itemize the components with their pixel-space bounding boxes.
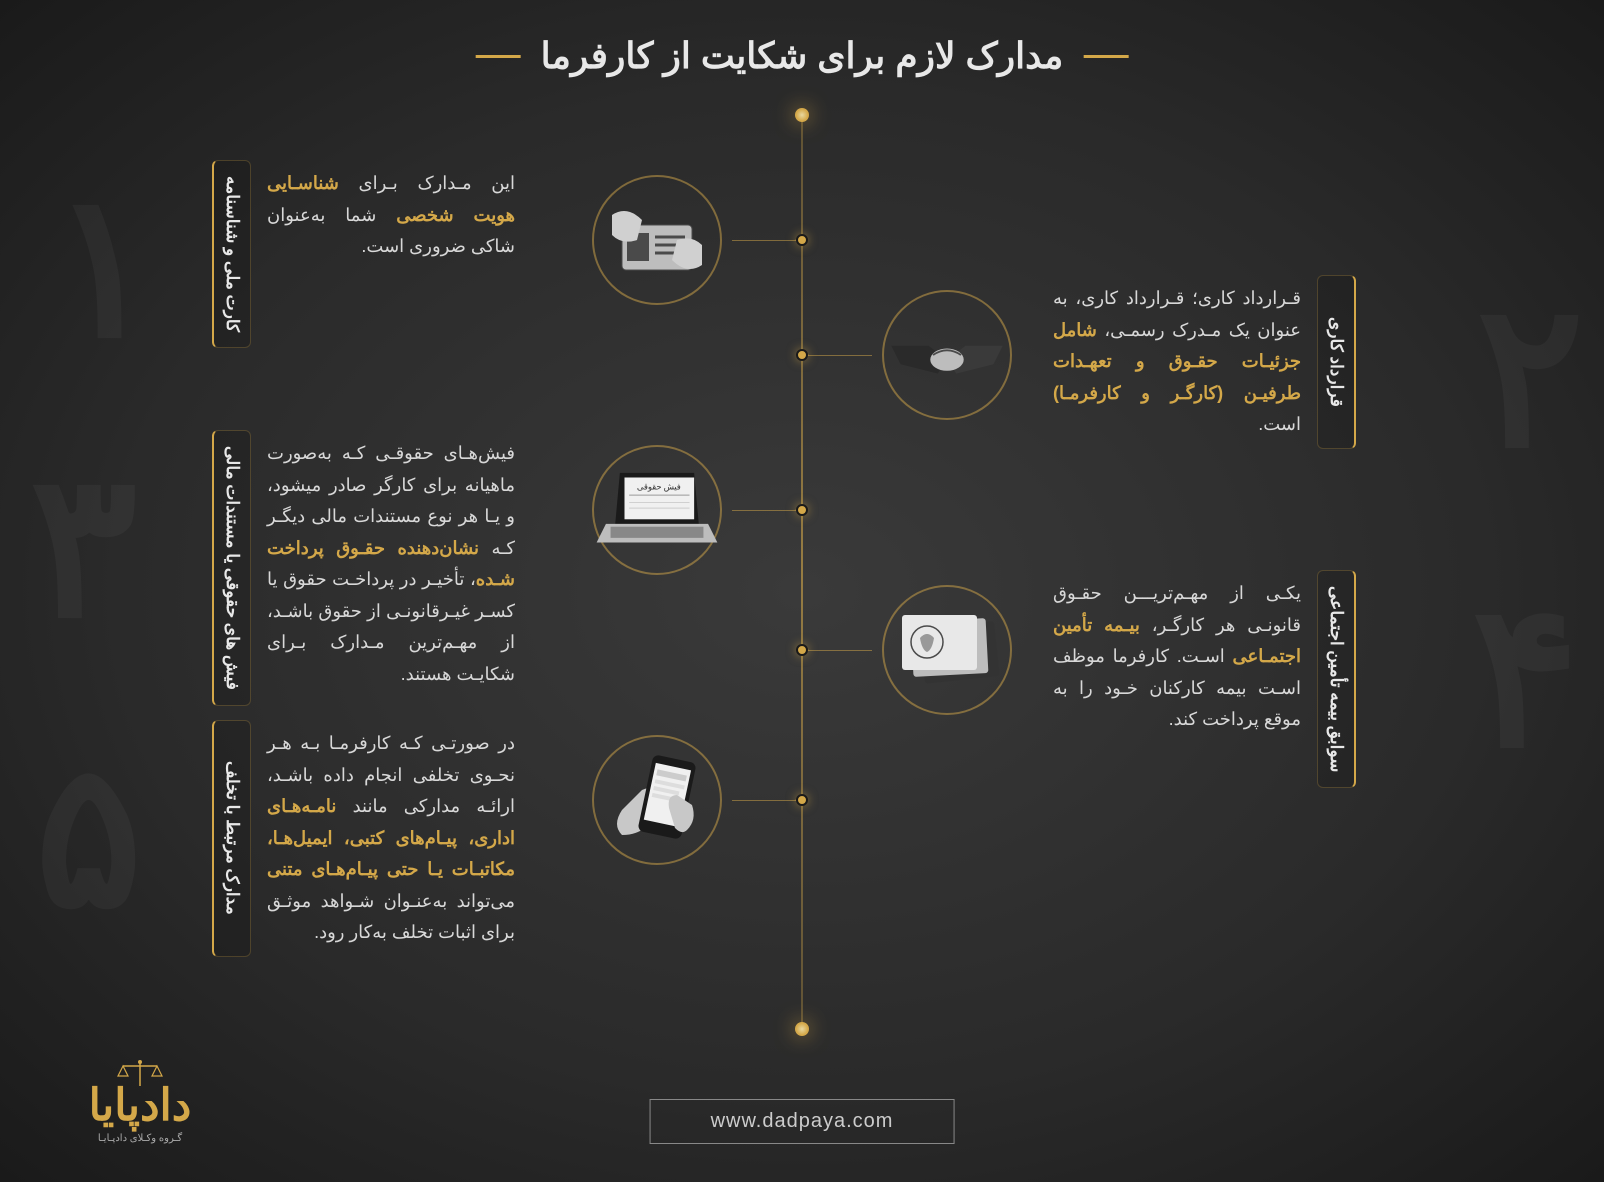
- item-label-2: قرارداد کاری: [1317, 275, 1356, 449]
- footer-url: www.dadpaya.com: [650, 1099, 955, 1144]
- timeline-bottom-cap: [795, 1022, 809, 1036]
- item-desc-2: قـرارداد کاری؛ قـرارداد کاری، به عنوان ی…: [1037, 275, 1317, 449]
- timeline-dot-3: [796, 504, 808, 516]
- connector-4: [802, 650, 872, 651]
- item-icon-laptop: فیش حقوقی: [582, 435, 732, 585]
- brand-logo: دادپایا گـروه وکـلای دادپـایـا: [60, 1060, 220, 1144]
- handshake-icon: [882, 290, 1012, 420]
- text-block-2: قرارداد کاریقـرارداد کاری؛ قـرارداد کاری…: [1037, 275, 1356, 449]
- text-block-1: این مـدارک بـرای شناسـایی هویت شخصی شما …: [212, 160, 531, 348]
- title-dash-left: [1083, 55, 1128, 58]
- bg-number-3: ۳: [30, 430, 137, 663]
- id-card-icon: [592, 175, 722, 305]
- item-icon-handshake: [872, 280, 1022, 430]
- item-desc-4: یکـی از مهـم‌تریـــن حقـوق قانونـی هر کا…: [1037, 570, 1317, 788]
- connector-5: [732, 800, 802, 801]
- text-block-4: سوابق بیمه تأمین اجتماعییکـی از مهـم‌تری…: [1037, 570, 1356, 788]
- item-desc-1: این مـدارک بـرای شناسـایی هویت شخصی شما …: [251, 160, 531, 348]
- text-block-5: در صورتـی کـه کارفرمـا بـه هـر نحـوی تخل…: [212, 720, 531, 957]
- timeline-line: [801, 110, 803, 1030]
- item-label-1: کارت ملی و شناسنامه: [212, 160, 251, 348]
- timeline-dot-2: [796, 349, 808, 361]
- connector-3: [732, 510, 802, 511]
- logo-text: دادپایا: [60, 1080, 220, 1131]
- infographic-canvas: ۱ ۲ ۳ ۴ ۵ مدارک لازم برای شکایت از کارفرما ا…: [0, 0, 1604, 1182]
- bg-number-5: ۵: [35, 720, 142, 953]
- title-dash-right: [476, 55, 521, 58]
- logo-subtitle: گـروه وکـلای دادپـایـا: [60, 1133, 220, 1144]
- item-icon-id-card: [582, 165, 732, 315]
- bg-number-2: ۲: [1477, 260, 1584, 493]
- item-label-5: مدارک مرتبط با تخلف: [212, 720, 251, 957]
- svg-text:فیش حقوقی: فیش حقوقی: [637, 483, 681, 492]
- main-title: مدارک لازم برای شکایت از کارفرما: [476, 35, 1129, 77]
- item-desc-5: در صورتـی کـه کارفرمـا بـه هـر نحـوی تخل…: [251, 720, 531, 957]
- item-icon-insurance: [872, 575, 1022, 725]
- bg-number-4: ۴: [1472, 560, 1579, 793]
- item-desc-3: فیش‌هـای حقوقـی کـه به‌صورت ماهیانه برای…: [251, 430, 531, 706]
- title-text: مدارک لازم برای شکایت از کارفرما: [541, 35, 1064, 77]
- item-label-4: سوابق بیمه تأمین اجتماعی: [1317, 570, 1356, 788]
- item-label-3: فیش های حقوقی یا مستندات مالی: [212, 430, 251, 706]
- phone-icon: [592, 735, 722, 865]
- connector-1: [732, 240, 802, 241]
- bg-number-1: ۱: [50, 150, 157, 383]
- timeline-top-cap: [795, 108, 809, 122]
- insurance-icon: [882, 585, 1012, 715]
- connector-2: [802, 355, 872, 356]
- item-icon-phone: [582, 725, 732, 875]
- timeline-dot-4: [796, 644, 808, 656]
- text-block-3: فیش‌هـای حقوقـی کـه به‌صورت ماهیانه برای…: [212, 430, 531, 706]
- timeline-dot-1: [796, 234, 808, 246]
- laptop-icon: فیش حقوقی: [592, 445, 722, 575]
- timeline-dot-5: [796, 794, 808, 806]
